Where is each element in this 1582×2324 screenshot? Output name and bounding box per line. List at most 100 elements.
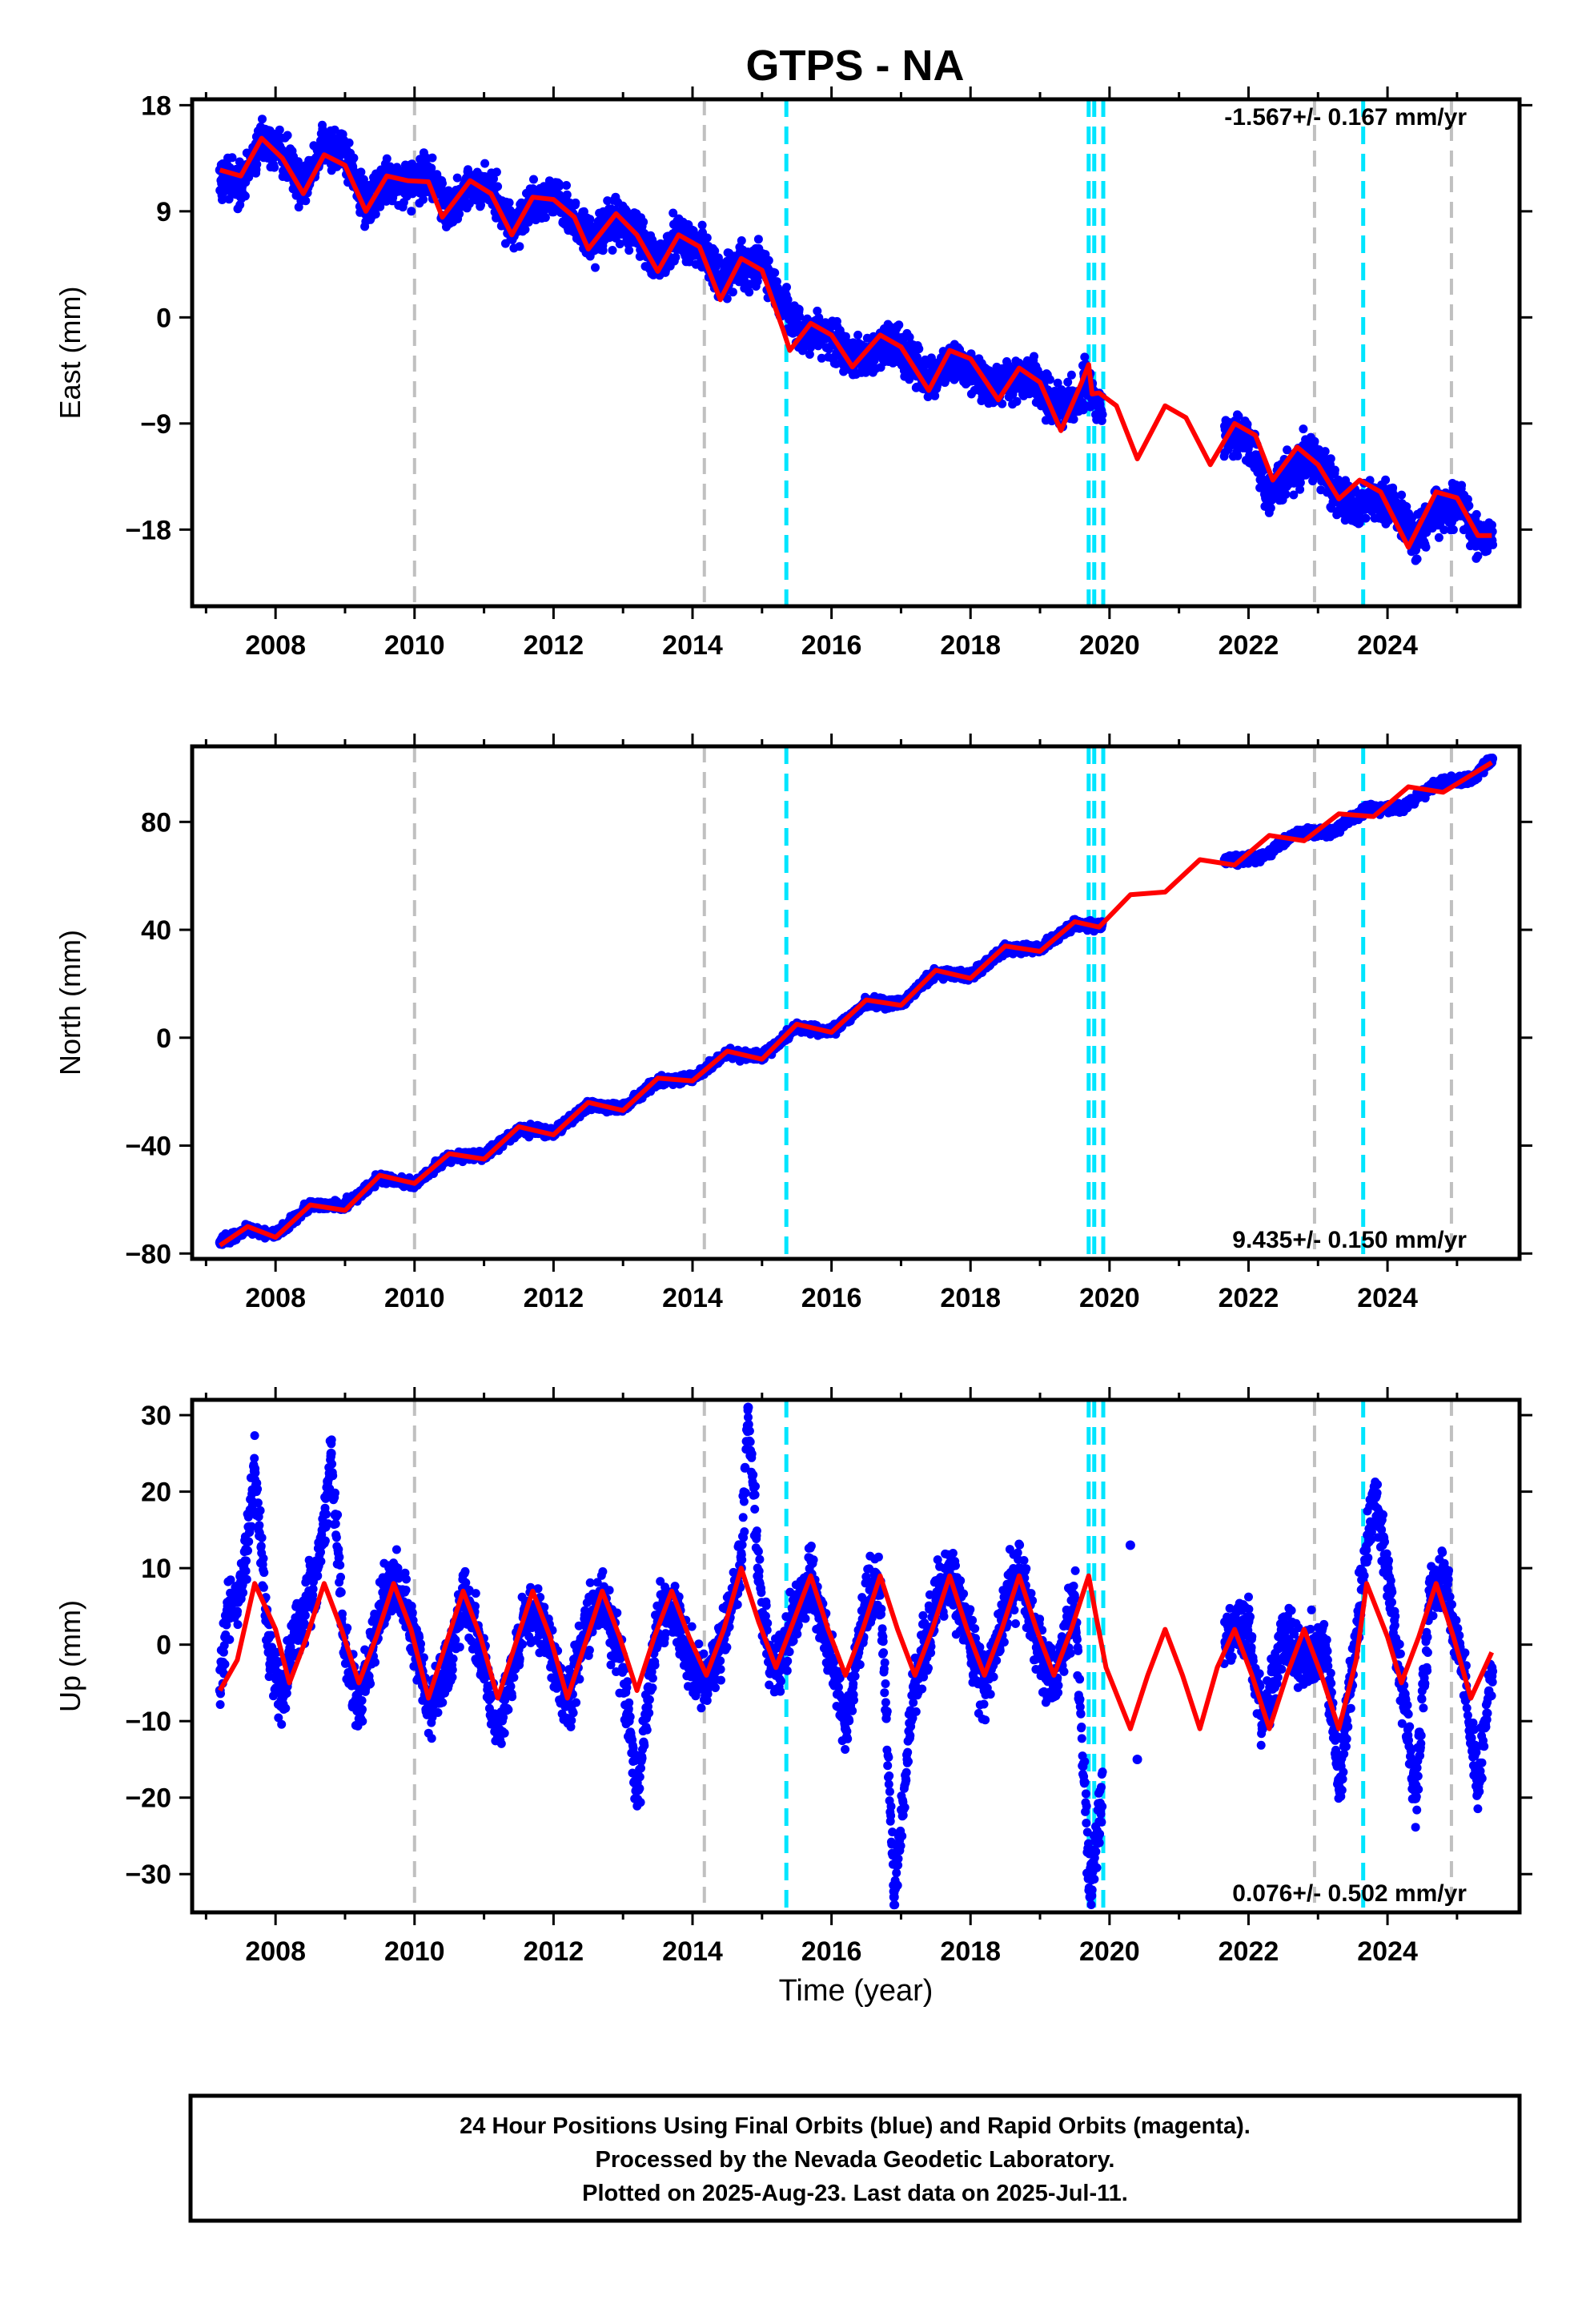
blue-point: [1347, 503, 1358, 513]
blue-point: [301, 196, 311, 206]
rate-label: -1.567+/- 0.167 mm/yr: [1224, 104, 1467, 131]
blue-point: [1233, 451, 1243, 460]
blue-point: [356, 167, 366, 177]
blue-point: [330, 125, 339, 135]
blue-point: [419, 195, 428, 204]
blue-point: [1326, 454, 1335, 464]
blue-point: [1381, 475, 1391, 485]
blue-point: [817, 353, 826, 363]
x-tick-label: 2014: [662, 630, 723, 661]
blue-point: [464, 199, 474, 208]
blue-point: [224, 195, 234, 204]
blue-point: [1234, 412, 1243, 421]
blue-point: [275, 125, 284, 135]
blue-point: [782, 283, 791, 292]
blue-point: [1464, 501, 1474, 510]
blue-point: [1264, 493, 1275, 503]
x-tick-label: 2020: [1079, 630, 1140, 661]
plot-area: [215, 99, 1498, 606]
blue-point: [492, 167, 501, 177]
blue-point: [1320, 447, 1330, 456]
blue-point: [805, 350, 814, 359]
blue-point: [540, 213, 550, 223]
y-tick-label: −18: [125, 515, 171, 545]
blue-point: [283, 131, 292, 140]
blue-point: [455, 209, 464, 219]
blue-point: [1330, 465, 1339, 475]
blue-point: [489, 174, 498, 183]
blue-point: [562, 190, 572, 199]
blue-point: [603, 196, 612, 206]
blue-point: [1434, 533, 1443, 542]
blue-point: [715, 277, 725, 287]
blue-point: [319, 141, 329, 151]
blue-point: [424, 168, 434, 179]
blue-point: [905, 332, 914, 342]
y-tick-label: 0: [156, 303, 171, 333]
blue-point: [753, 276, 762, 286]
blue-point: [745, 287, 754, 297]
blue-point: [591, 263, 600, 272]
blue-point: [1421, 542, 1431, 552]
blue-point: [794, 304, 804, 314]
blue-point: [339, 148, 350, 159]
blue-point: [1388, 483, 1398, 493]
blue-point: [1053, 378, 1062, 388]
blue-point: [783, 295, 793, 304]
blue-point: [1389, 501, 1399, 511]
x-tick-label: 2008: [245, 630, 306, 661]
blue-point: [1243, 420, 1252, 429]
panel-2: 2008 2010 2012 2014 2016 2018 2020 2022 20248040…: [54, 734, 1532, 1313]
blue-point: [349, 153, 359, 163]
blue-point: [1473, 551, 1483, 561]
blue-point: [624, 246, 634, 255]
blue-point: [371, 209, 380, 219]
blue-point: [562, 181, 571, 190]
blue-point: [1069, 415, 1078, 424]
blue-point: [555, 182, 564, 191]
blue-point: [1012, 396, 1022, 406]
blue-point: [480, 159, 490, 168]
panel-1: 2008 2010 2012 2014 2016 2018 2020 2022 20241890…: [54, 86, 1532, 661]
blue-point: [1063, 377, 1073, 387]
blue-point: [294, 163, 303, 172]
blue-point: [841, 332, 850, 341]
blue-series: [215, 754, 1498, 1249]
blue-point: [1266, 503, 1275, 513]
blue-point: [1397, 490, 1407, 500]
figure-title: GTPS - NA: [745, 42, 964, 90]
blue-point: [697, 220, 707, 230]
x-tick-label: 2018: [940, 630, 1001, 661]
red-model-line: [219, 135, 1492, 550]
blue-point: [639, 217, 648, 227]
y-tick-label: 18: [141, 90, 171, 121]
blue-point: [795, 312, 805, 321]
blue-point: [218, 195, 227, 204]
plot-area: [215, 746, 1498, 1259]
blue-point: [1431, 507, 1441, 517]
blue-point: [1094, 397, 1104, 408]
x-tick-label: 2012: [524, 630, 584, 661]
blue-point: [671, 252, 681, 262]
blue-point: [1361, 513, 1371, 523]
blue-point: [1285, 465, 1295, 476]
blue-point: [930, 391, 940, 400]
blue-point: [1448, 525, 1458, 534]
blue-point: [1439, 525, 1449, 535]
blue-point: [1045, 375, 1054, 384]
y-tick-label: 9: [156, 197, 171, 227]
blue-point: [1368, 494, 1379, 505]
blue-point: [894, 320, 904, 330]
blue-point: [252, 159, 262, 169]
blue-point: [770, 268, 780, 278]
blue-point: [227, 153, 237, 163]
blue-point: [1310, 436, 1319, 446]
blue-point: [382, 154, 391, 163]
blue-point: [615, 239, 624, 249]
blue-point: [737, 236, 746, 245]
blue-point: [608, 246, 617, 255]
blue-point: [258, 115, 267, 124]
blue-point: [438, 179, 447, 188]
blue-point: [524, 217, 533, 227]
